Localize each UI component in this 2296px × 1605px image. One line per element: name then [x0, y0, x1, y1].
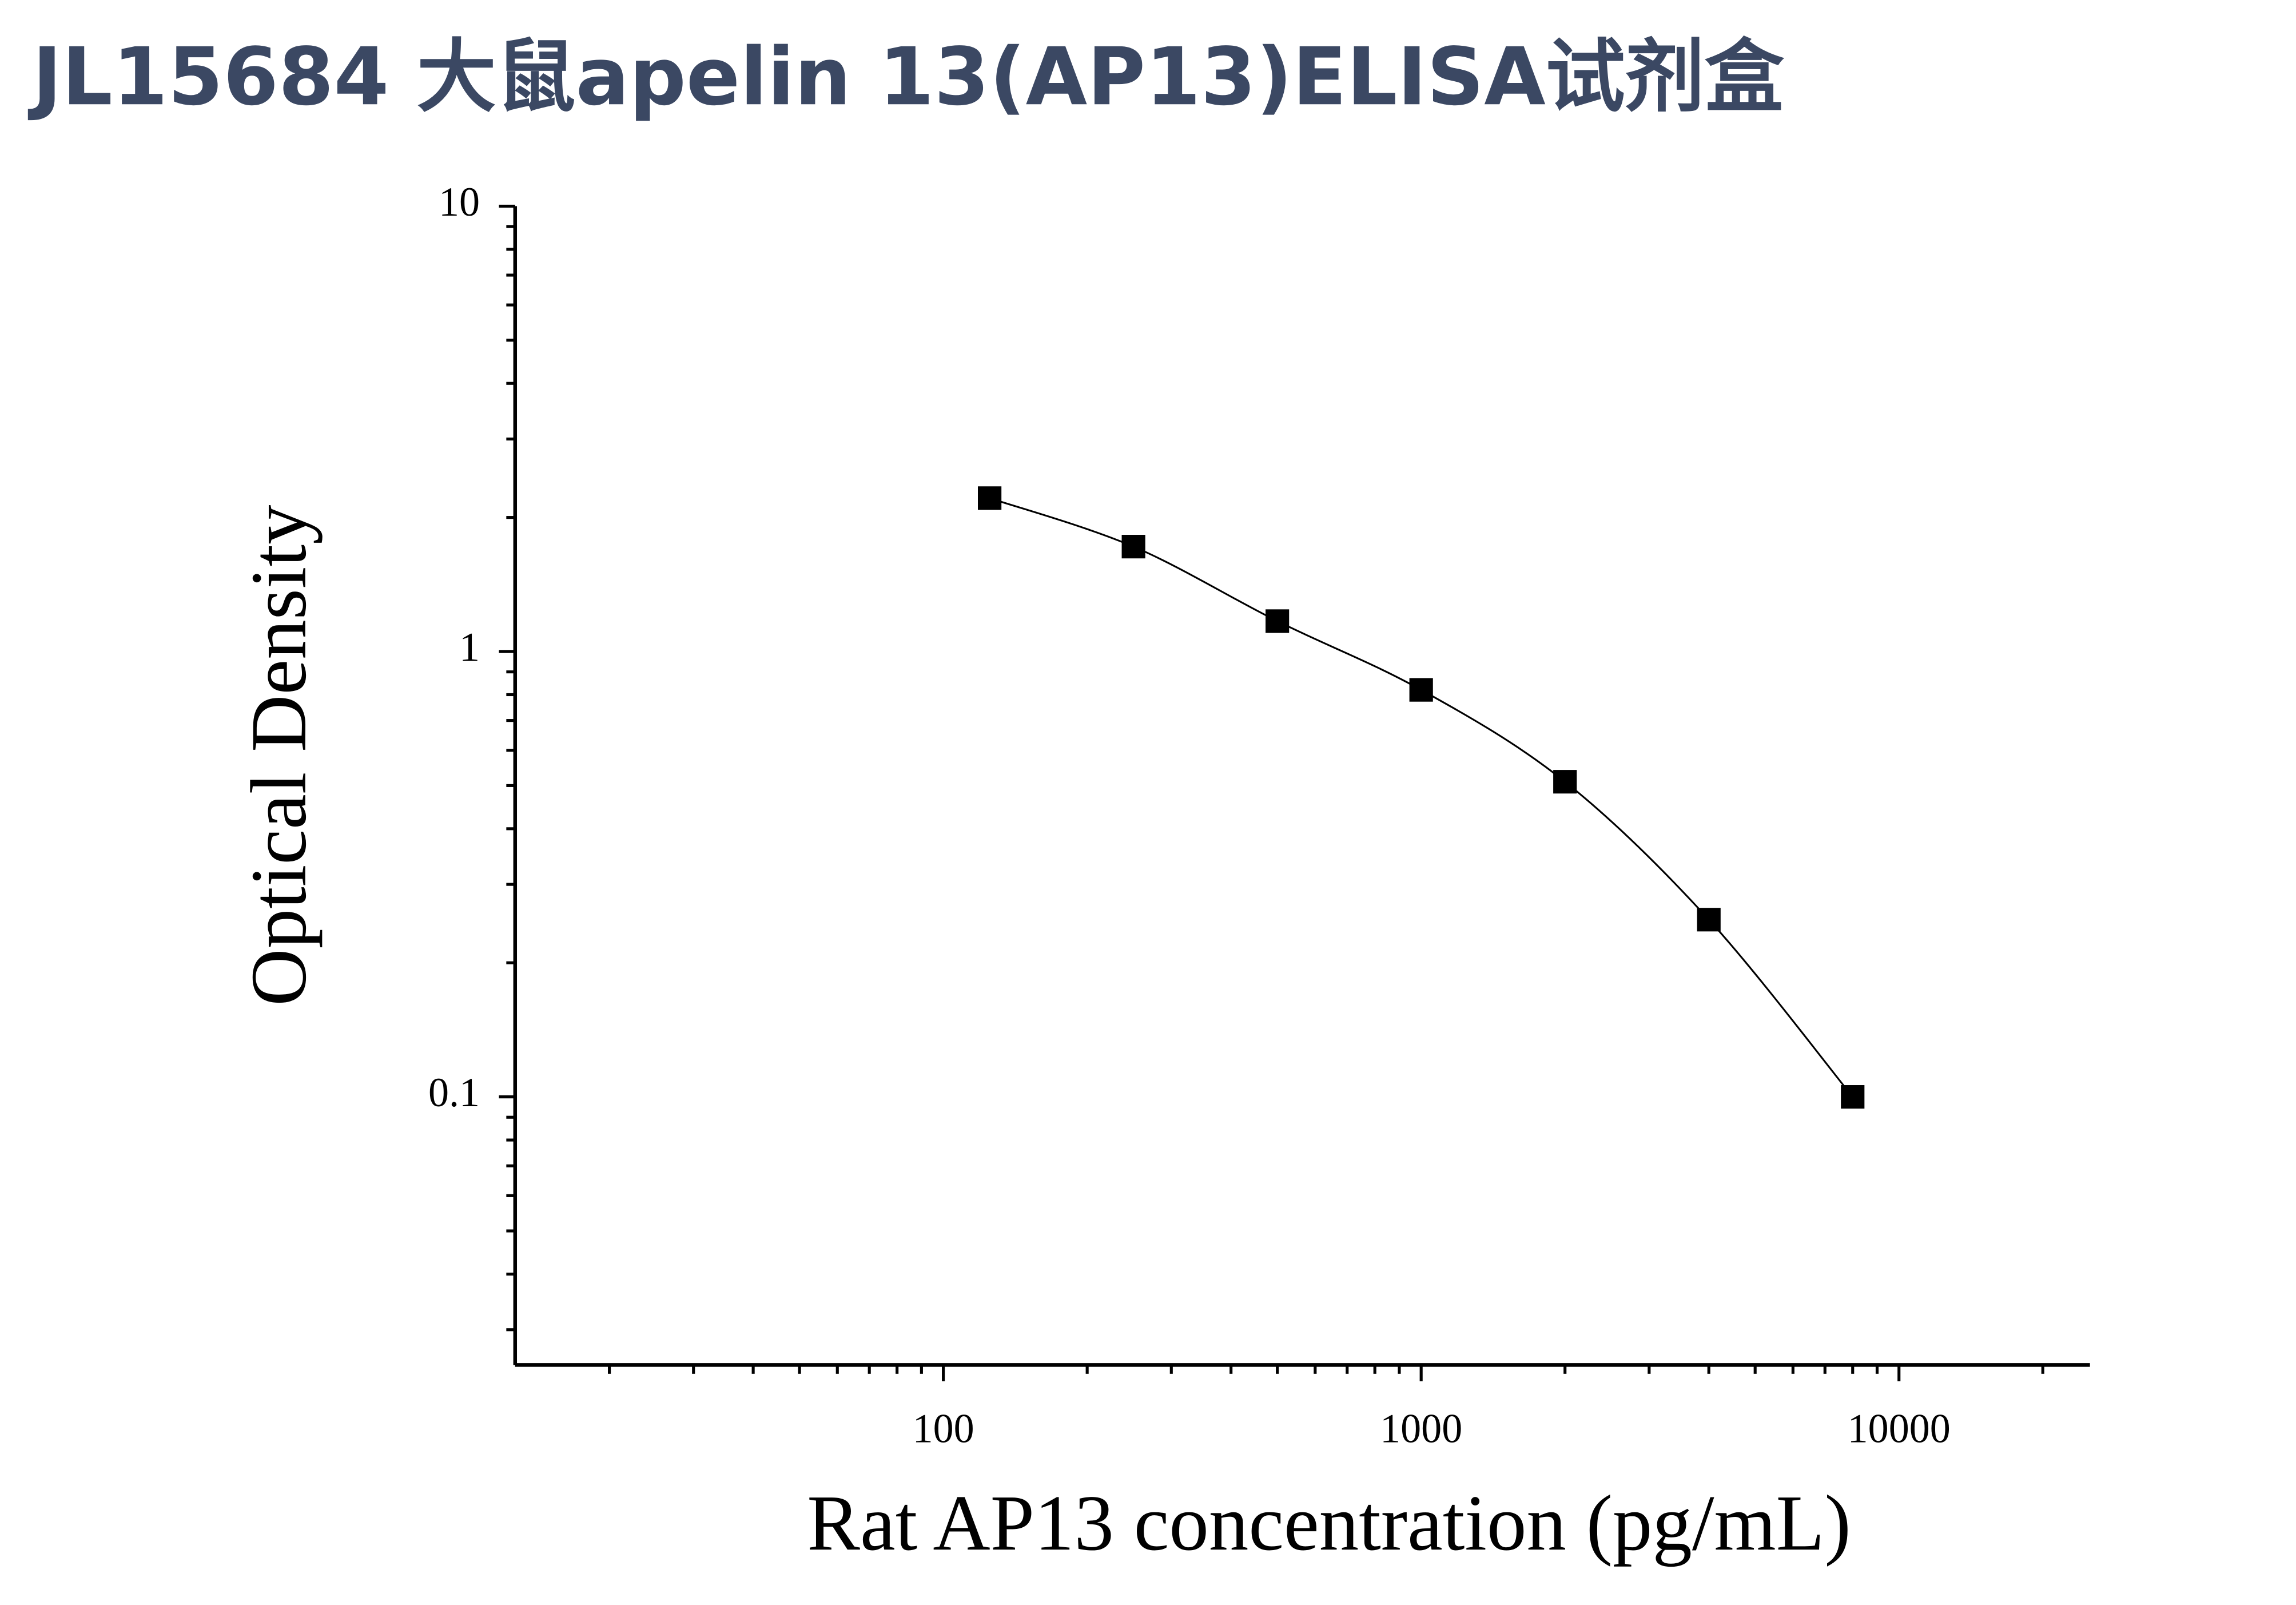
chart-title: JL15684 大鼠apelin 13(AP13)ELISA试剂盒 [28, 30, 1785, 123]
y-axis-label: Optical Density [235, 504, 323, 1006]
y-tick-label: 10 [439, 179, 480, 225]
x-axis-label: Rat AP13 concentration (pg/mL) [807, 1479, 1851, 1567]
data-point [1121, 535, 1145, 559]
data-point [1697, 908, 1721, 932]
x-tick-label: 1000 [1380, 1405, 1462, 1451]
x-tick-label: 10000 [1848, 1405, 1951, 1451]
data-point [1266, 609, 1290, 633]
x-tick-label: 100 [913, 1405, 974, 1451]
y-tick-label: 0.1 [428, 1070, 480, 1115]
data-point [1553, 770, 1577, 794]
data-point [1409, 678, 1433, 702]
data-point [978, 486, 1002, 510]
y-tick-label: 1 [459, 625, 480, 670]
data-point [1841, 1085, 1865, 1109]
